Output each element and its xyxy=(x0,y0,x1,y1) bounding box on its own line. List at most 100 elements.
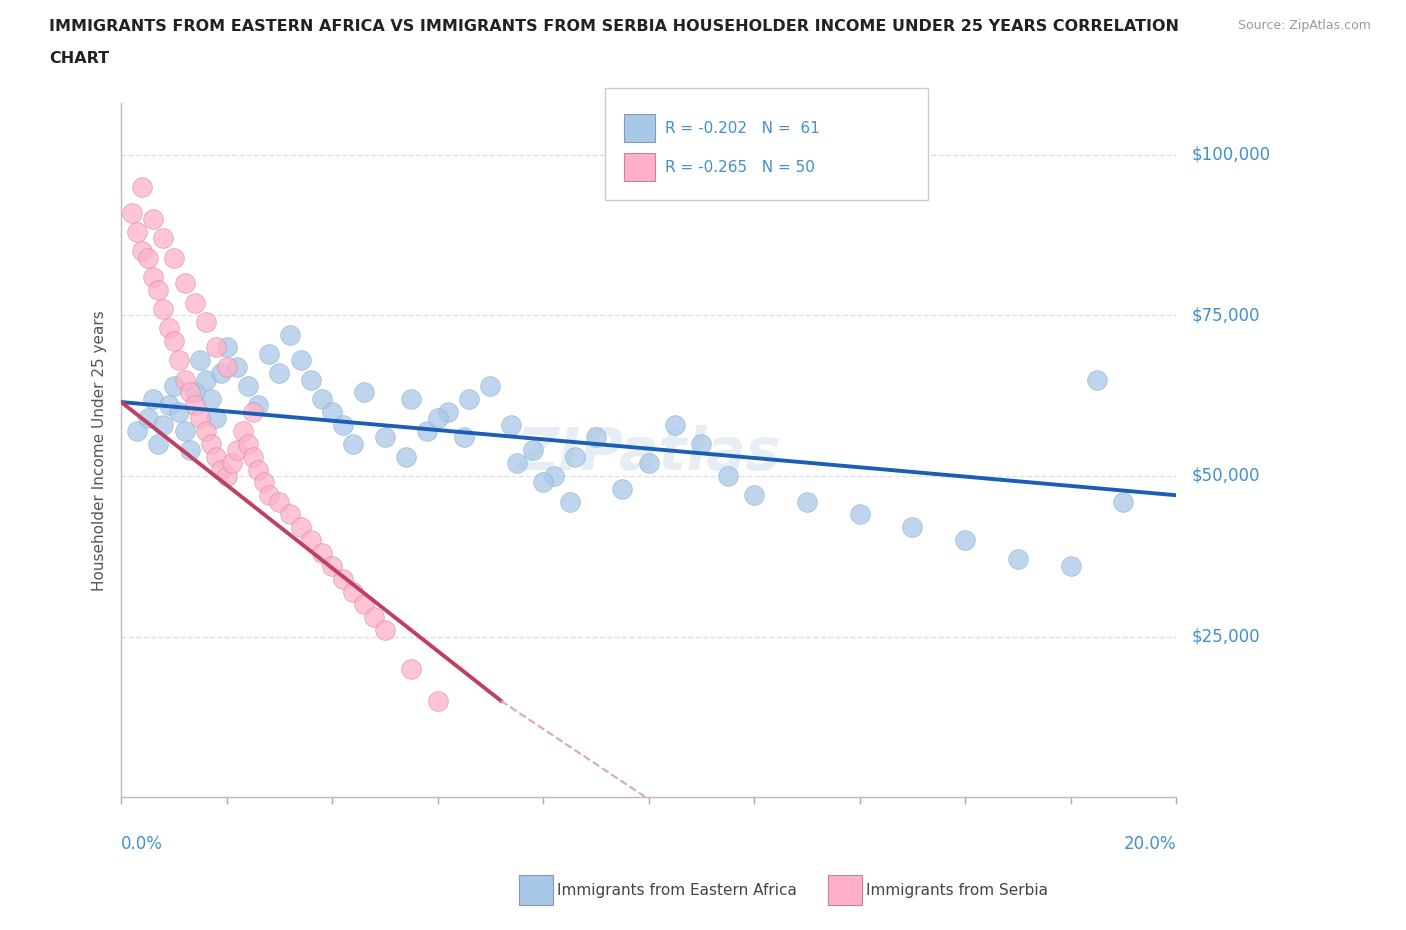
Point xyxy=(215,359,238,374)
Text: $25,000: $25,000 xyxy=(1192,628,1260,645)
Point xyxy=(299,372,322,387)
Point xyxy=(173,276,195,291)
Point xyxy=(173,423,195,438)
Point xyxy=(426,411,449,426)
Point xyxy=(531,475,554,490)
Point xyxy=(796,494,818,509)
Point xyxy=(152,418,174,432)
Point xyxy=(374,430,396,445)
Point xyxy=(311,546,333,561)
Point xyxy=(479,379,502,393)
Point xyxy=(167,405,190,419)
Point xyxy=(558,494,581,509)
Point xyxy=(173,372,195,387)
Point xyxy=(953,533,976,548)
Point xyxy=(848,507,870,522)
Point xyxy=(522,443,544,458)
Point xyxy=(188,352,211,367)
Point xyxy=(152,231,174,246)
Point xyxy=(184,385,207,400)
Point xyxy=(901,520,924,535)
Point xyxy=(311,392,333,406)
Point xyxy=(236,379,259,393)
Point xyxy=(194,372,217,387)
Point xyxy=(221,456,243,471)
Point xyxy=(231,423,253,438)
Point xyxy=(1007,552,1029,567)
Point xyxy=(163,379,186,393)
Point xyxy=(163,250,186,265)
Point xyxy=(353,385,375,400)
Point xyxy=(136,411,159,426)
Point xyxy=(564,449,586,464)
Point xyxy=(1085,372,1108,387)
Point xyxy=(194,314,217,329)
Point xyxy=(131,244,153,259)
Point xyxy=(363,610,385,625)
Point xyxy=(157,398,180,413)
Point xyxy=(209,365,232,380)
Point xyxy=(142,392,165,406)
Point xyxy=(742,488,765,503)
Point xyxy=(247,462,270,477)
Point xyxy=(426,694,449,709)
Point xyxy=(637,456,659,471)
Point xyxy=(374,623,396,638)
Point xyxy=(200,392,222,406)
Point xyxy=(332,418,354,432)
Text: Immigrants from Eastern Africa: Immigrants from Eastern Africa xyxy=(557,883,797,897)
Point xyxy=(146,436,169,451)
Text: $100,000: $100,000 xyxy=(1192,146,1271,164)
Point xyxy=(401,392,423,406)
Point xyxy=(612,482,634,497)
Point xyxy=(342,584,364,599)
Point xyxy=(252,475,274,490)
Text: 0.0%: 0.0% xyxy=(121,835,163,854)
Point xyxy=(543,469,565,484)
Point xyxy=(416,423,439,438)
Point xyxy=(184,398,207,413)
Point xyxy=(278,327,301,342)
Point xyxy=(247,398,270,413)
Text: $50,000: $50,000 xyxy=(1192,467,1260,485)
Point xyxy=(205,411,228,426)
Point xyxy=(146,282,169,297)
Point xyxy=(205,340,228,355)
Point xyxy=(142,270,165,285)
Point xyxy=(1059,558,1081,573)
Text: 20.0%: 20.0% xyxy=(1123,835,1175,854)
Point xyxy=(188,411,211,426)
Point xyxy=(142,211,165,226)
Point xyxy=(136,250,159,265)
Y-axis label: Householder Income Under 25 years: Householder Income Under 25 years xyxy=(93,310,107,591)
Point xyxy=(1112,494,1135,509)
Point xyxy=(299,533,322,548)
Point xyxy=(167,352,190,367)
Point xyxy=(163,334,186,349)
Point xyxy=(506,456,529,471)
Point xyxy=(205,449,228,464)
Point xyxy=(215,469,238,484)
Point xyxy=(226,359,249,374)
Point xyxy=(353,597,375,612)
Point xyxy=(453,430,475,445)
Text: CHART: CHART xyxy=(49,51,110,66)
Point xyxy=(437,405,460,419)
Point xyxy=(242,449,264,464)
Text: Immigrants from Serbia: Immigrants from Serbia xyxy=(866,883,1047,897)
Point xyxy=(152,301,174,316)
Point xyxy=(184,295,207,310)
Point xyxy=(226,443,249,458)
Point xyxy=(236,436,259,451)
Point xyxy=(501,418,523,432)
Point xyxy=(342,436,364,451)
Point xyxy=(321,405,343,419)
Text: R = -0.202   N =  61: R = -0.202 N = 61 xyxy=(665,121,820,136)
Point xyxy=(269,365,291,380)
Text: R = -0.265   N = 50: R = -0.265 N = 50 xyxy=(665,160,815,175)
Point xyxy=(278,507,301,522)
Point xyxy=(664,418,686,432)
Text: IMMIGRANTS FROM EASTERN AFRICA VS IMMIGRANTS FROM SERBIA HOUSEHOLDER INCOME UNDE: IMMIGRANTS FROM EASTERN AFRICA VS IMMIGR… xyxy=(49,19,1180,33)
Point xyxy=(179,443,201,458)
Text: Source: ZipAtlas.com: Source: ZipAtlas.com xyxy=(1237,19,1371,32)
